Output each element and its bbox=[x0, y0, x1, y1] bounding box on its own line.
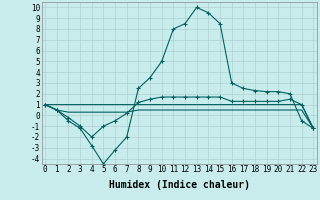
X-axis label: Humidex (Indice chaleur): Humidex (Indice chaleur) bbox=[109, 180, 250, 190]
